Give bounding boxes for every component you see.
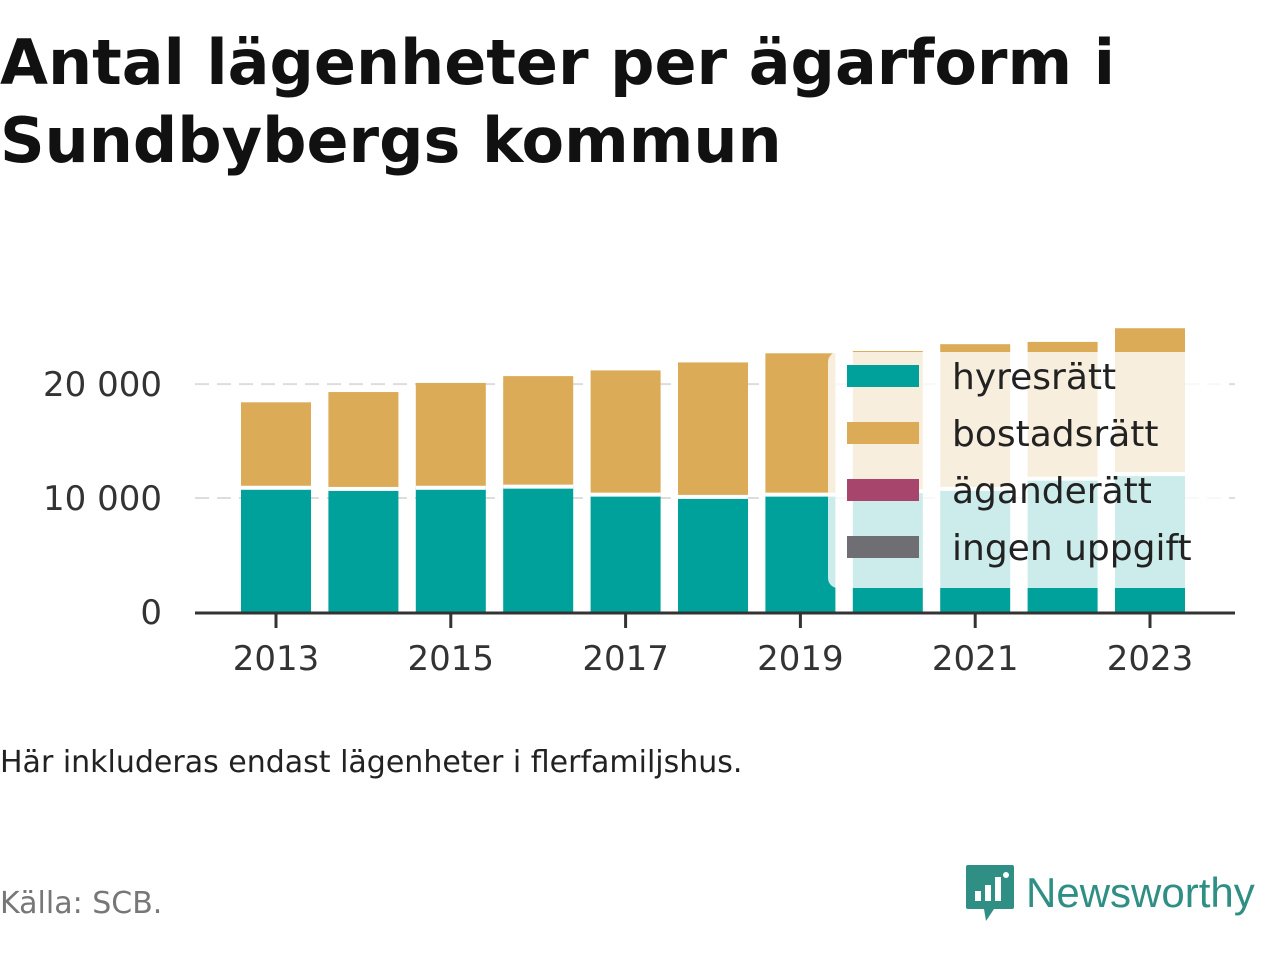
bar-segment-separator [590,492,661,497]
y-tick-label: 20 000 [43,365,162,405]
stacked-bar-chart: 0 10 000 20 000 hyresrätt bostadsrätt ägande… [43,328,1235,679]
x-tick-label: 2013 [233,639,320,679]
chart-note: Här inkluderas endast lägenheter i flerf… [0,745,743,780]
bar-chart-speech-bubble-icon [966,865,1014,921]
bar-segment [678,496,748,612]
bar-segment [765,494,836,612]
bar-segment-separator [241,485,311,490]
bar-segment-separator [765,492,836,497]
brand-name: Newsworthy [1026,869,1255,916]
legend-swatch [847,365,919,387]
bar-segment [241,487,311,612]
bar-segment-separator [415,485,486,490]
newsworthy-logo: Newsworthy [964,862,1255,924]
bar-segment [590,370,661,495]
legend-label: äganderätt [952,471,1152,512]
bar-segment-separator [678,494,748,499]
bar-segment [415,487,486,612]
source-text: Källa: SCB. [0,886,163,921]
bar-segment [241,402,311,488]
bar-segment [415,382,486,488]
legend-label: hyresrätt [952,357,1116,398]
bar-segment [503,486,574,612]
y-axis-tick-labels: 0 10 000 20 000 [43,365,162,633]
legend: hyresrätt bostadsrätt äganderätt ingen uppg… [828,352,1228,588]
bar-segment [328,392,399,489]
legend-box [828,352,1228,588]
bar-segment-separator [328,486,399,491]
x-tick-label: 2017 [582,639,669,679]
legend-label: ingen uppgift [952,528,1192,569]
x-axis: 2013 2015 2017 2019 2021 2023 [195,611,1235,679]
y-tick-label: 0 [140,593,162,633]
bar-segment [765,353,836,495]
bar-segment [678,362,748,497]
x-tick-label: 2019 [757,639,844,679]
x-tick-label: 2021 [932,639,1019,679]
legend-swatch [847,536,919,558]
bar-segment-separator [503,484,574,489]
bar-segment [590,494,661,612]
chart-title: Antal lägenheter per ägarform i Sundbybe… [0,26,1115,177]
x-tick-label: 2023 [1107,639,1194,679]
x-tick-label: 2015 [408,639,495,679]
y-tick-label: 10 000 [43,479,162,519]
legend-swatch [847,422,919,444]
bar-segment [328,488,399,612]
bar-segment [503,376,574,487]
legend-swatch [847,479,919,501]
legend-label: bostadsrätt [952,414,1159,455]
